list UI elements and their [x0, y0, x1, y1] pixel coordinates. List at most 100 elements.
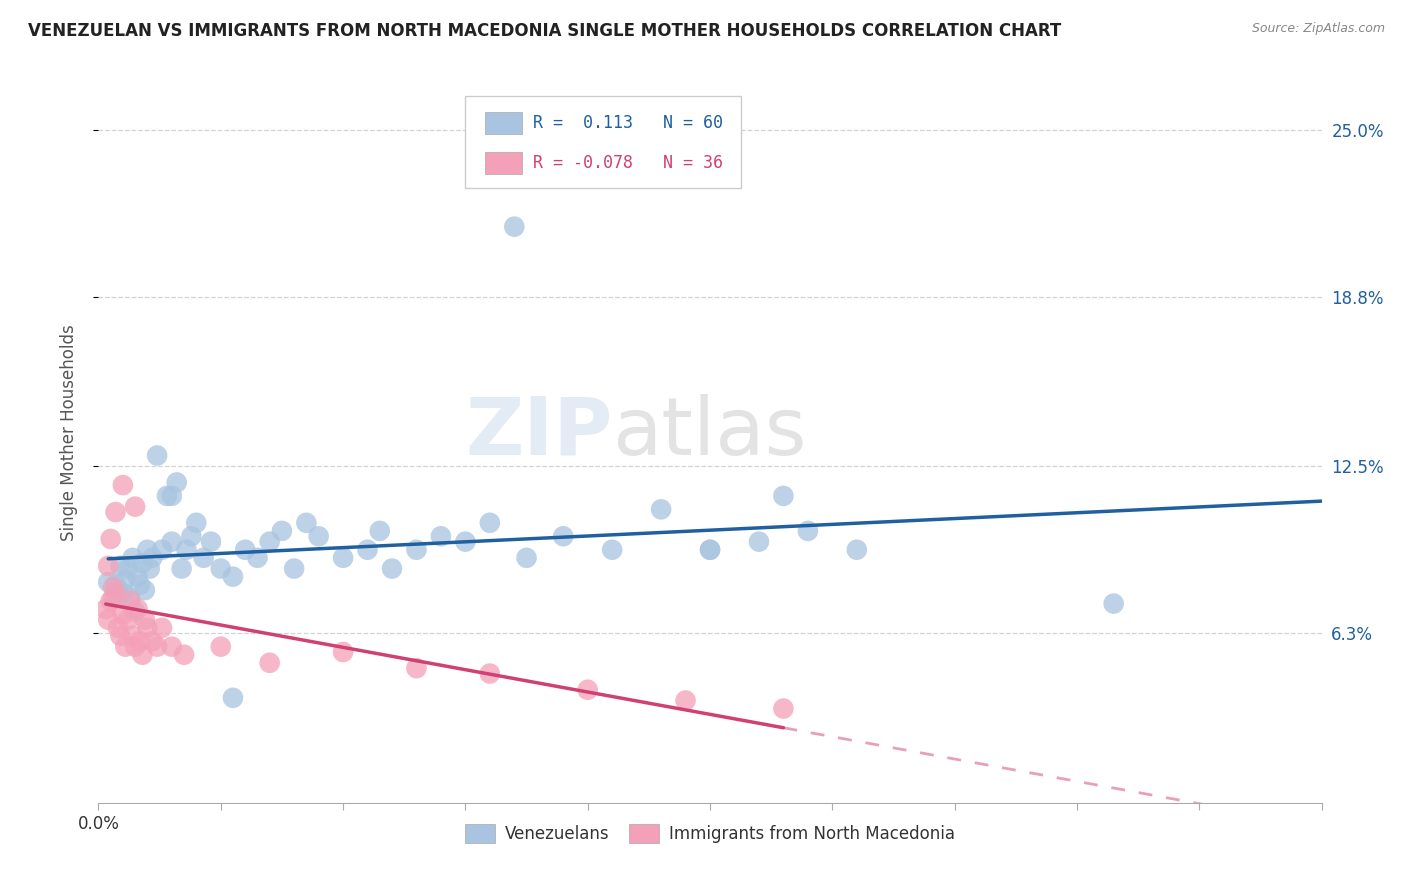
- Point: [748, 534, 770, 549]
- Point: [146, 640, 169, 654]
- Point: [454, 534, 477, 549]
- Point: [356, 542, 378, 557]
- Point: [160, 489, 183, 503]
- Text: R =  0.113   N = 60: R = 0.113 N = 60: [533, 114, 723, 132]
- Point: [131, 556, 153, 570]
- Point: [576, 682, 599, 697]
- Point: [176, 542, 198, 557]
- Point: [104, 586, 127, 600]
- Point: [259, 534, 281, 549]
- Point: [150, 621, 173, 635]
- Point: [97, 558, 120, 573]
- Point: [117, 613, 139, 627]
- Point: [139, 561, 162, 575]
- Point: [131, 648, 153, 662]
- Point: [209, 640, 232, 654]
- Point: [150, 542, 173, 557]
- Point: [186, 516, 208, 530]
- Point: [124, 640, 146, 654]
- Point: [127, 602, 149, 616]
- Point: [124, 500, 146, 514]
- Point: [111, 607, 134, 622]
- Point: [233, 542, 256, 557]
- Point: [107, 583, 129, 598]
- Point: [308, 529, 330, 543]
- Point: [129, 634, 152, 648]
- Point: [503, 219, 526, 234]
- Point: [200, 534, 222, 549]
- Point: [136, 542, 159, 557]
- Point: [797, 524, 820, 538]
- Point: [259, 656, 281, 670]
- Point: [134, 613, 156, 627]
- Point: [405, 661, 427, 675]
- Point: [295, 516, 318, 530]
- Point: [124, 605, 146, 619]
- Point: [104, 578, 127, 592]
- Text: atlas: atlas: [612, 393, 807, 472]
- Point: [117, 561, 139, 575]
- Point: [699, 542, 721, 557]
- Point: [246, 550, 269, 565]
- Point: [515, 550, 537, 565]
- Point: [160, 640, 183, 654]
- Point: [600, 542, 623, 557]
- Point: [120, 594, 142, 608]
- Point: [114, 640, 136, 654]
- Point: [121, 629, 143, 643]
- Point: [141, 634, 163, 648]
- Point: [222, 569, 245, 583]
- Point: [478, 516, 501, 530]
- Point: [478, 666, 501, 681]
- Point: [381, 561, 404, 575]
- Point: [283, 561, 305, 575]
- Point: [405, 542, 427, 557]
- Point: [120, 591, 142, 606]
- Point: [107, 621, 129, 635]
- Point: [127, 569, 149, 583]
- Text: R = -0.078   N = 36: R = -0.078 N = 36: [533, 154, 723, 172]
- Point: [160, 534, 183, 549]
- Point: [845, 542, 868, 557]
- Point: [104, 505, 127, 519]
- Point: [368, 524, 391, 538]
- Point: [699, 542, 721, 557]
- Point: [100, 594, 122, 608]
- Point: [110, 558, 132, 573]
- Point: [166, 475, 188, 490]
- Point: [170, 561, 193, 575]
- Point: [332, 645, 354, 659]
- Point: [675, 693, 697, 707]
- FancyBboxPatch shape: [485, 153, 522, 175]
- Point: [173, 648, 195, 662]
- Point: [114, 572, 136, 586]
- Point: [121, 550, 143, 565]
- Point: [156, 489, 179, 503]
- Point: [772, 489, 794, 503]
- Point: [97, 613, 120, 627]
- Point: [209, 561, 232, 575]
- Point: [101, 591, 124, 606]
- Point: [100, 532, 122, 546]
- Point: [146, 449, 169, 463]
- Text: VENEZUELAN VS IMMIGRANTS FROM NORTH MACEDONIA SINGLE MOTHER HOUSEHOLDS CORRELATI: VENEZUELAN VS IMMIGRANTS FROM NORTH MACE…: [28, 22, 1062, 40]
- Point: [1102, 597, 1125, 611]
- Legend: Venezuelans, Immigrants from North Macedonia: Venezuelans, Immigrants from North Maced…: [458, 817, 962, 850]
- Point: [129, 578, 152, 592]
- Point: [141, 550, 163, 565]
- Point: [101, 581, 124, 595]
- Text: ZIP: ZIP: [465, 393, 612, 472]
- Point: [111, 586, 134, 600]
- Point: [332, 550, 354, 565]
- Point: [94, 602, 117, 616]
- Point: [772, 701, 794, 715]
- Point: [222, 690, 245, 705]
- Point: [97, 575, 120, 590]
- Point: [110, 629, 132, 643]
- Point: [430, 529, 453, 543]
- Point: [136, 621, 159, 635]
- Y-axis label: Single Mother Households: Single Mother Households: [59, 325, 77, 541]
- Point: [553, 529, 575, 543]
- Point: [193, 550, 215, 565]
- Point: [650, 502, 672, 516]
